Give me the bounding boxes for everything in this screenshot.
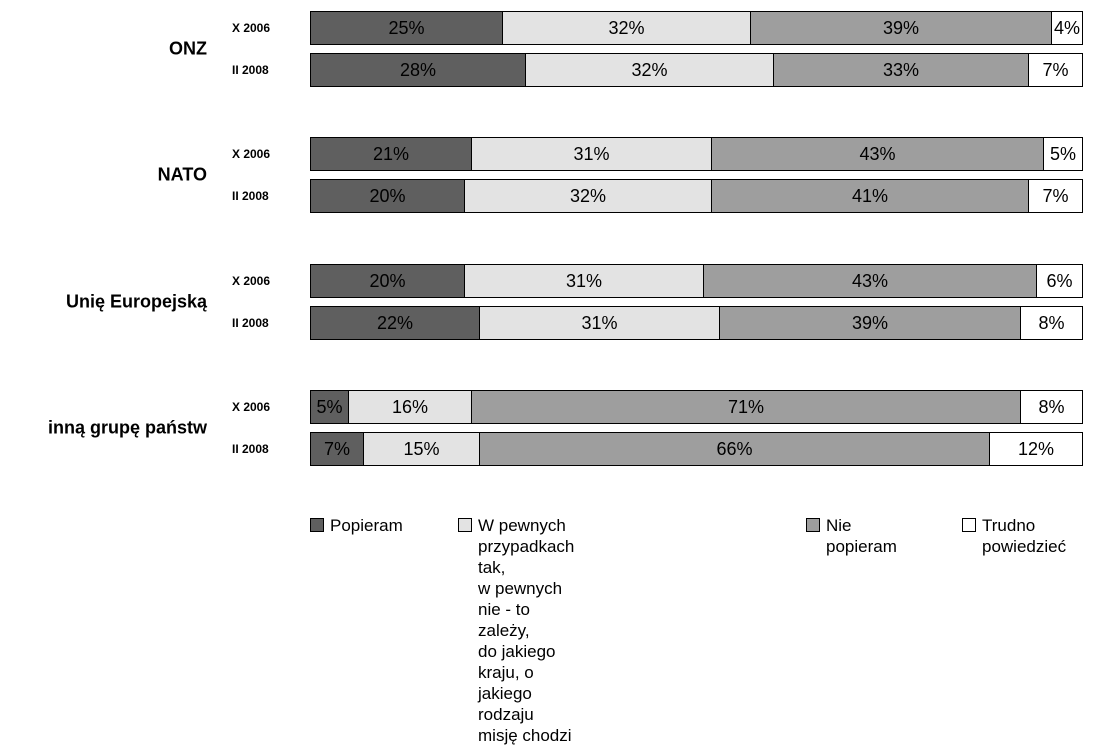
bar-segment: 32% (465, 179, 712, 213)
legend-label: W pewnych przypadkach tak, w pewnych nie… (478, 516, 575, 745)
bar-segment: 8% (1021, 306, 1083, 340)
bar-segment: 41% (712, 179, 1029, 213)
bar-segment: 15% (364, 432, 480, 466)
row-label: II 2008 (232, 316, 269, 330)
bar-segment: 6% (1037, 264, 1083, 298)
stacked-bar: 20% 32% 41% 7% (310, 179, 1083, 213)
stacked-bar: 7% 15% 66% 12% (310, 432, 1083, 466)
bar-segment: 32% (503, 11, 751, 45)
row-label: X 2006 (232, 400, 271, 414)
bar-segment: 32% (526, 53, 774, 87)
stacked-bar: 21% 31% 43% 5% (310, 137, 1083, 171)
bar-segment: 25% (310, 11, 503, 45)
bar-segment: 43% (712, 137, 1044, 171)
stacked-bar: 5% 16% 71% 8% (310, 390, 1083, 424)
bar-segment: 28% (310, 53, 526, 87)
bar-segment: 21% (310, 137, 472, 171)
legend-swatch (310, 518, 324, 532)
row-label: II 2008 (232, 63, 269, 77)
bar-segment: 7% (1029, 53, 1083, 87)
bar-segment: 12% (990, 432, 1083, 466)
legend-swatch (806, 518, 820, 532)
bar-segment: 16% (349, 390, 472, 424)
row-label: X 2006 (232, 147, 271, 161)
group-label: ONZ (169, 38, 207, 59)
legend-label: Nie popieram (826, 516, 897, 556)
group-label: NATO (157, 164, 207, 185)
group-label: Unię Europejską (65, 291, 207, 312)
bar-segment: 71% (472, 390, 1021, 424)
bar-segment: 4% (1052, 11, 1083, 45)
bar-segment: 39% (720, 306, 1021, 340)
legend-label: Trudno powiedzieć (982, 516, 1067, 556)
row-label: X 2006 (232, 274, 271, 288)
legend-label: Popieram (330, 516, 403, 535)
stacked-bar: 28% 32% 33% 7% (310, 53, 1083, 87)
bar-segment: 33% (774, 53, 1029, 87)
bar-segment: 66% (480, 432, 990, 466)
bar-segment: 31% (480, 306, 720, 340)
row-label: II 2008 (232, 189, 269, 203)
row-label: X 2006 (232, 21, 271, 35)
bar-segment: 5% (310, 390, 349, 424)
stacked-bar-chart: ONZ X 2006 25% 32% 39% 4% II 2008 28% 32% 33% 7% NA… (47, 11, 1083, 745)
bar-segment: 5% (1044, 137, 1083, 171)
row-label: II 2008 (232, 442, 269, 456)
bar-segment: 22% (310, 306, 480, 340)
bar-segment: 31% (465, 264, 704, 298)
legend-swatch (962, 518, 976, 532)
legend-swatch (458, 518, 472, 532)
bar-segment: 7% (310, 432, 364, 466)
stacked-bar: 22% 31% 39% 8% (310, 306, 1083, 340)
stacked-bar: 20% 31% 43% 6% (310, 264, 1083, 298)
group-label: inną grupę państw (47, 417, 207, 438)
bar-segment: 7% (1029, 179, 1083, 213)
bar-segment: 43% (704, 264, 1037, 298)
bar-segment: 8% (1021, 390, 1083, 424)
bar-segment: 31% (472, 137, 712, 171)
bar-segment: 39% (751, 11, 1052, 45)
stacked-bar: 25% 32% 39% 4% (310, 11, 1083, 45)
bar-segment: 20% (310, 179, 465, 213)
bar-segment: 20% (310, 264, 465, 298)
